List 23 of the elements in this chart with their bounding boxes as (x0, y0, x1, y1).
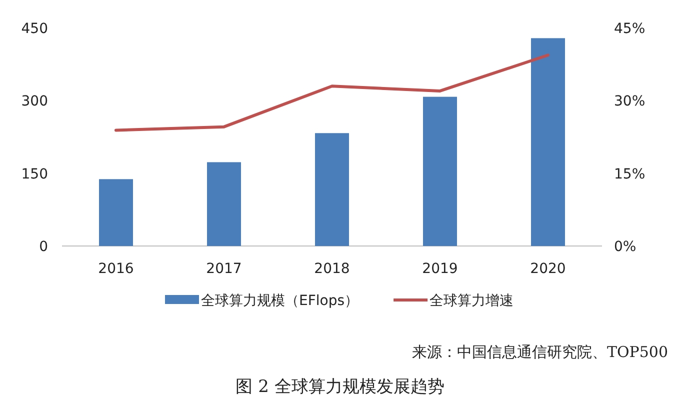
line-series (114, 54, 550, 132)
y-tick-label: 150 (21, 166, 48, 182)
x-tick-label: 2018 (314, 261, 350, 277)
x-tick-label: 2016 (98, 261, 134, 277)
y-tick-label: 300 (21, 94, 48, 110)
x-tick-label: 2017 (206, 261, 242, 277)
bar (99, 179, 133, 246)
legend-label: 全球算力增速 (430, 293, 514, 309)
y2-tick-label: 45% (614, 21, 646, 37)
y2-tick-label: 15% (614, 166, 646, 182)
bar (531, 38, 565, 246)
text: 图 2 全球算力规模发展趋势 (236, 377, 444, 397)
bar (207, 162, 241, 246)
y-tick-label: 0 (39, 239, 48, 255)
y-tick-label: 450 (21, 21, 48, 37)
y2-tick-label: 0% (614, 239, 636, 255)
x-tick-label: 2019 (422, 261, 458, 277)
x-tick-label: 2020 (530, 261, 566, 277)
legend-label: 全球算力规模（EFlops） (201, 293, 359, 309)
bar (423, 96, 457, 246)
source-note: 来源：中国信息通信研究院、TOP500 (412, 343, 668, 361)
y2-tick-label: 30% (614, 94, 646, 110)
bar (315, 133, 349, 246)
